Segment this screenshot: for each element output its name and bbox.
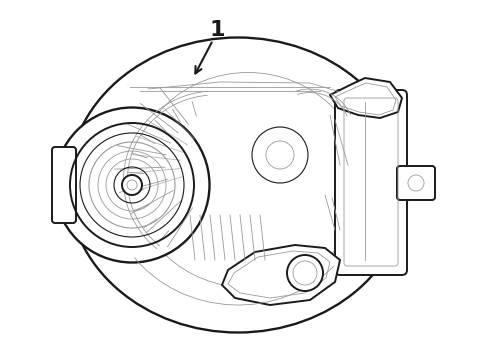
FancyBboxPatch shape (397, 166, 435, 200)
Ellipse shape (68, 37, 408, 333)
Polygon shape (222, 245, 340, 305)
Text: 1: 1 (209, 20, 225, 40)
Circle shape (287, 255, 323, 291)
FancyBboxPatch shape (52, 147, 76, 223)
Ellipse shape (54, 108, 210, 262)
Circle shape (122, 175, 142, 195)
Polygon shape (330, 78, 402, 118)
Circle shape (252, 127, 308, 183)
FancyBboxPatch shape (335, 90, 407, 275)
